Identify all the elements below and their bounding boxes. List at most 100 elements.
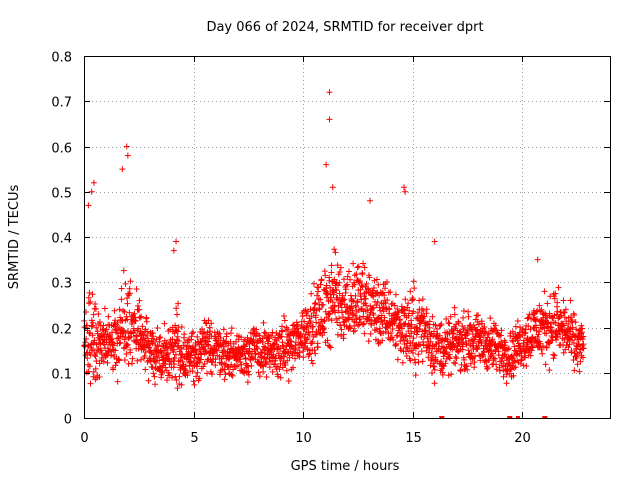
data-point: [404, 337, 411, 344]
data-point: [318, 276, 325, 283]
data-point: [303, 312, 310, 319]
data-point: [121, 356, 128, 363]
data-point: [325, 316, 332, 323]
data-point: [536, 302, 543, 309]
data-point: [354, 264, 361, 271]
data-point: [248, 362, 255, 369]
data-point: [561, 336, 568, 343]
data-point: [480, 352, 487, 359]
data-point: [367, 330, 374, 337]
data-point: [283, 367, 290, 374]
data-point: [552, 290, 559, 297]
data-point: [193, 373, 200, 380]
data-point: [474, 345, 481, 352]
data-point: [569, 324, 576, 331]
data-point: [502, 339, 509, 346]
data-point: [269, 329, 276, 336]
x-tick-label: 10: [295, 431, 312, 446]
data-point: [538, 346, 545, 353]
data-point: [450, 359, 457, 366]
data-point: [200, 328, 207, 335]
data-point: [326, 116, 333, 123]
data-point: [570, 356, 577, 363]
data-point: [238, 361, 245, 368]
data-point: [157, 334, 164, 341]
data-point: [300, 348, 307, 355]
y-tick-label: 0.3: [51, 277, 72, 292]
data-point: [219, 340, 226, 347]
data-point: [90, 311, 97, 318]
data-point: [221, 366, 228, 373]
data-point: [254, 345, 261, 352]
data-point: [527, 326, 534, 333]
data-point: [174, 311, 181, 318]
data-point: [216, 330, 223, 337]
data-point: [245, 368, 252, 375]
data-point: [93, 358, 100, 365]
data-point: [92, 353, 99, 360]
data-point: [112, 347, 119, 354]
data-point: [402, 296, 409, 303]
data-point: [341, 296, 348, 303]
data-point: [151, 358, 158, 365]
data-point: [428, 356, 435, 363]
data-point: [305, 351, 312, 358]
data-point: [360, 260, 367, 267]
data-point: [282, 362, 289, 369]
data-point: [314, 284, 321, 291]
data-point: [394, 308, 401, 315]
data-point: [452, 360, 459, 367]
data-point: [554, 308, 561, 315]
data-point: [340, 276, 347, 283]
data-point: [492, 322, 499, 329]
data-point: [304, 336, 311, 343]
data-point: [152, 359, 159, 366]
data-point: [131, 310, 138, 317]
data-point: [409, 296, 416, 303]
data-point: [419, 296, 426, 303]
data-point: [497, 332, 504, 339]
data-point: [505, 345, 512, 352]
data-point: [151, 373, 158, 380]
data-point: [95, 310, 102, 317]
data-point: [567, 297, 574, 304]
data-point: [402, 188, 409, 195]
data-point: [122, 280, 129, 287]
data-point: [280, 312, 287, 319]
data-point: [311, 300, 318, 307]
data-point: [302, 331, 309, 338]
data-point: [336, 269, 343, 276]
data-point: [93, 349, 100, 356]
data-point: [412, 372, 419, 379]
data-point: [356, 314, 363, 321]
data-point: [399, 331, 406, 338]
data-point: [94, 328, 101, 335]
data-point: [551, 352, 558, 359]
data-point: [359, 271, 366, 278]
data-point: [181, 365, 188, 372]
data-point: [275, 373, 282, 380]
data-point: [118, 285, 125, 292]
data-point: [471, 364, 478, 371]
data-point: [345, 268, 352, 275]
data-point: [438, 321, 445, 328]
data-point: [321, 317, 328, 324]
data-point: [98, 347, 105, 354]
data-point: [285, 378, 292, 385]
data-point: [150, 370, 157, 377]
data-point: [534, 256, 541, 263]
data-point: [427, 338, 434, 345]
data-point: [426, 318, 433, 325]
data-point: [362, 283, 369, 290]
data-point: [127, 278, 134, 285]
data-point: [308, 340, 315, 347]
data-point: [442, 360, 449, 367]
data-point: [169, 374, 176, 381]
data-point: [361, 290, 368, 297]
data-point: [470, 340, 477, 347]
data-point: [387, 330, 394, 337]
plot-frame: [84, 56, 611, 419]
data-point: [153, 353, 160, 360]
data-point: [134, 357, 141, 364]
data-point: [325, 310, 332, 317]
